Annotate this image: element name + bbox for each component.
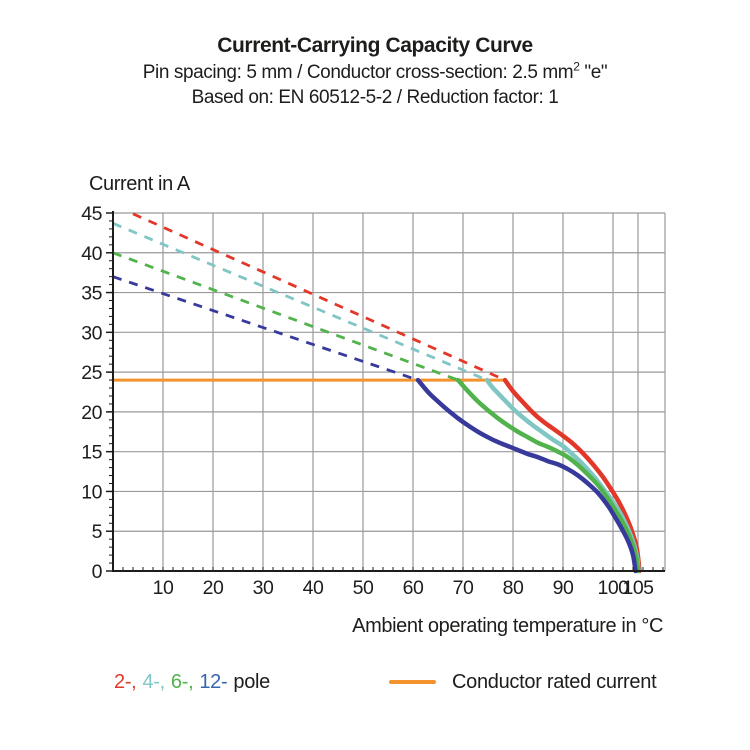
x-tick-label: 100 [597, 577, 629, 599]
y-tick-label: 15 [81, 442, 102, 464]
derating-dashed-6-pole [112, 251, 459, 382]
y-tick-label: 25 [81, 362, 102, 384]
x-tick-label: 50 [353, 577, 374, 599]
subtitle-post: "e" [579, 62, 608, 83]
chart-subtitle: Pin spacing: 5 mm / Conductor cross-sect… [0, 60, 750, 85]
x-tick-label: 20 [203, 577, 224, 599]
y-tick-label: 5 [92, 521, 103, 543]
x-tick-label: 70 [453, 577, 474, 599]
derating-dashed-4-pole [112, 222, 488, 382]
legend-rated-current: Conductor rated current [389, 668, 657, 696]
rated-current-line-swatch [389, 680, 436, 684]
legend-pole-suffix: pole [233, 671, 270, 693]
y-tick-label: 10 [81, 481, 102, 503]
chart-basis: Based on: EN 60512-5-2 / Reduction facto… [191, 87, 559, 108]
subtitle-superscript: 2 [573, 59, 580, 74]
y-tick-label: 45 [81, 203, 102, 225]
x-tick-label: 90 [553, 577, 574, 599]
legend-pole-label: 6-, [170, 671, 194, 693]
x-tick-label: 60 [403, 577, 424, 599]
capacity-curve-12-pole [415, 377, 638, 574]
y-tick-label: 30 [81, 322, 102, 344]
x-tick-label: 10 [153, 577, 174, 599]
legend-row: 2-, 4-, 6-, 12- pole Conductor rated current [0, 668, 750, 698]
legend-poles: 2-, 4-, 6-, 12- pole [114, 668, 270, 696]
y-tick-label: 0 [92, 561, 103, 583]
x-tick-label: 30 [253, 577, 274, 599]
legend-pole-label: 2-, [114, 671, 137, 693]
chart-title-block: Current-Carrying Capacity Curve Pin spac… [0, 33, 750, 110]
x-axis-title: Ambient operating temperature in °C [352, 615, 663, 637]
chart-title: Current-Carrying Capacity Curve [217, 34, 533, 57]
y-axis-title: Current in A [89, 173, 191, 195]
capacity-curve-6-pole [455, 377, 641, 574]
derating-dashed-12-pole [112, 275, 419, 382]
rated-current-label: Conductor rated current [452, 670, 657, 693]
legend-pole-label: 4-, [142, 671, 165, 693]
derating-dashed-2-pole [132, 212, 506, 382]
capacity-curve-2-pole [502, 377, 642, 574]
y-tick-label: 40 [81, 243, 102, 265]
x-tick-label: 40 [303, 577, 324, 599]
y-tick-label: 35 [81, 283, 102, 305]
y-tick-label: 20 [81, 402, 102, 424]
subtitle-pre: Pin spacing: 5 mm / Conductor cross-sect… [142, 62, 574, 83]
x-tick-label: 80 [503, 577, 524, 599]
x-tick-label: 105 [622, 577, 654, 599]
legend-pole-label: 12- [199, 671, 228, 693]
